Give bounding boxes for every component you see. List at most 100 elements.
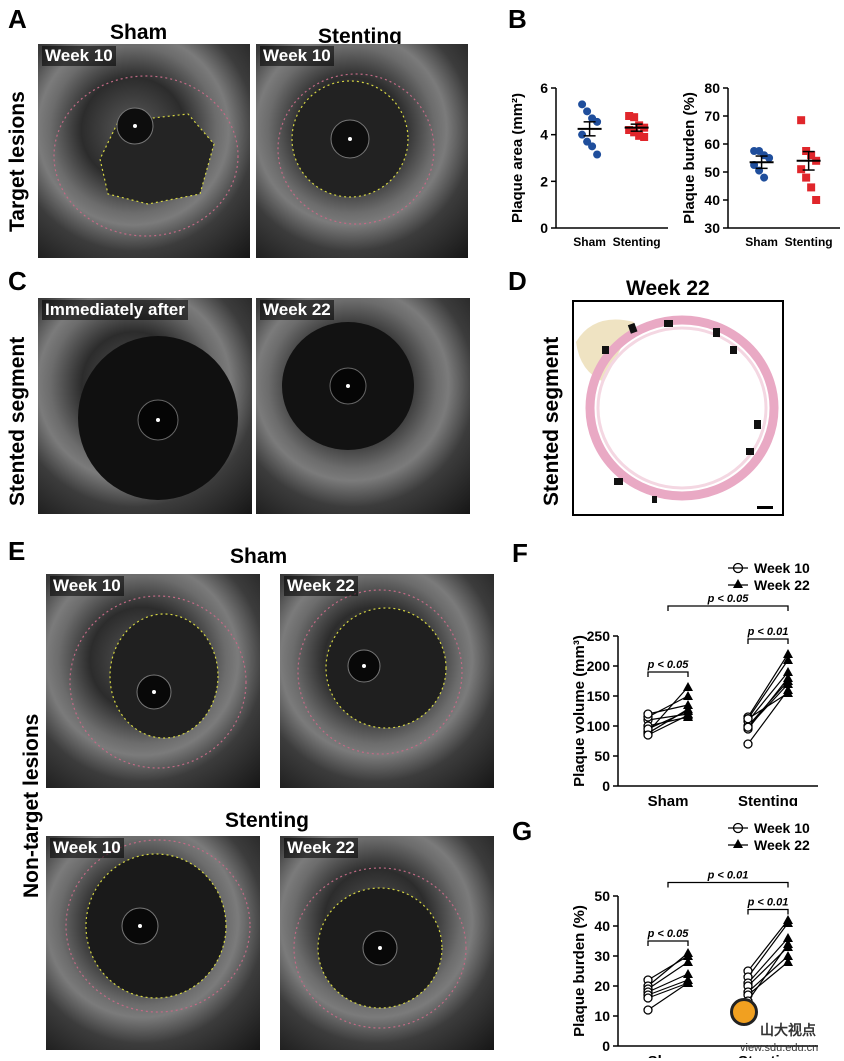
data-point: [807, 151, 816, 160]
legend-label-week-10: Week 10: [754, 560, 810, 576]
pair-line: [747, 671, 789, 722]
pair-line: [647, 695, 689, 718]
ivus-overlay: [69, 595, 247, 769]
pair-line: [747, 683, 789, 728]
data-point: [783, 667, 793, 676]
ivus-tag: Week 10: [50, 838, 124, 858]
data-point: [625, 126, 634, 134]
significance-label: p < 0.01: [747, 897, 789, 909]
panel-e-side-label: Non-target lesions: [20, 713, 43, 898]
ivus-overlay: [293, 867, 467, 1029]
data-point: [783, 655, 793, 664]
data-point: [583, 137, 592, 146]
pair-line: [747, 653, 789, 718]
y-tick-label: 0: [602, 778, 610, 794]
y-tick-label: 10: [594, 1008, 610, 1024]
y-tick-label: 200: [587, 658, 611, 674]
data-point: [743, 714, 753, 724]
data-point: [683, 710, 693, 720]
significance-bracket: [747, 908, 789, 915]
data-point: [683, 700, 693, 709]
ivus-image-a-sham: Week 10: [38, 44, 250, 258]
ivus-image-e-stenting-week-10: Week 10: [46, 836, 260, 1050]
legend-marker-week-22: [733, 839, 743, 848]
panel-a-sham-heading: Sham: [110, 21, 168, 44]
data-point: [783, 951, 793, 960]
x-tick-label: Sham: [745, 235, 778, 249]
ivus-image-e-sham-week-22: Week 22: [280, 574, 494, 788]
data-point: [593, 150, 602, 159]
y-tick-label: 250: [587, 628, 611, 644]
data-point: [783, 688, 793, 697]
ivus-overlay: [65, 839, 251, 1013]
ivus-overlay: [277, 73, 435, 225]
data-point: [783, 957, 793, 966]
data-point: [812, 196, 821, 204]
data-point: [683, 978, 693, 987]
panel-e-stenting-heading: Stenting: [225, 809, 309, 832]
significance-label: p < 0.01: [707, 870, 749, 882]
histology-image: [572, 300, 784, 516]
data-point: [797, 116, 806, 125]
chart-plaque-area: 0 2 4 6 Plaque area (mm²) Sham Stenting: [512, 80, 668, 249]
x-tick-label: Sham: [648, 1053, 689, 1058]
data-point: [783, 918, 793, 927]
ivus-tag: Week 22: [260, 300, 334, 320]
ivus-overlay: [78, 336, 238, 500]
ivus-overlay: [282, 322, 414, 450]
ivus-tag: Immediately after: [42, 300, 188, 320]
y-tick-label: 50: [704, 164, 720, 180]
significance-bracket: [647, 940, 689, 946]
data-point: [797, 165, 806, 174]
panel-c-side-label: Stented segment: [6, 336, 29, 506]
y-tick-label: 150: [587, 688, 611, 704]
pair-line: [647, 973, 689, 993]
data-point: [643, 1005, 653, 1015]
data-point: [743, 722, 753, 732]
ivus-image-e-sham-week-10: Week 10: [46, 574, 260, 788]
pair-line: [647, 982, 689, 999]
data-point: [583, 107, 592, 116]
x-tick-label: Stenting: [738, 1053, 798, 1058]
y-tick-label: 0: [602, 1038, 610, 1054]
pair-line: [647, 982, 689, 1011]
pair-line: [647, 714, 689, 736]
y-axis-label: Plaque burden (%): [681, 92, 698, 224]
panel-letter-f: F: [512, 538, 528, 568]
legend-label-week-10: Week 10: [754, 820, 810, 836]
ivus-tag: Week 22: [284, 576, 358, 596]
ivus-overlay: [297, 589, 463, 755]
pair-line: [747, 919, 789, 972]
data-point: [683, 969, 693, 978]
ivus-tag: Week 22: [284, 838, 358, 858]
y-tick-label: 2: [540, 173, 548, 189]
y-tick-label: 30: [704, 220, 720, 236]
data-point: [783, 673, 793, 682]
data-point: [765, 154, 774, 162]
ivus-image-c-week-22: Week 22: [256, 298, 470, 514]
data-point: [625, 112, 634, 120]
y-tick-label: 50: [594, 888, 610, 904]
data-point: [643, 730, 653, 740]
data-point: [640, 133, 649, 141]
significance-bracket: [647, 671, 689, 677]
x-tick-label: Stenting: [785, 235, 833, 249]
y-tick-label: 60: [704, 136, 720, 152]
y-tick-label: 100: [587, 718, 611, 734]
pair-line: [747, 961, 789, 996]
y-tick-label: 20: [594, 978, 610, 994]
data-point: [683, 948, 693, 957]
panel-letter-d: D: [508, 266, 527, 296]
data-point: [743, 739, 753, 749]
data-point: [588, 142, 597, 151]
data-point: [578, 100, 587, 109]
y-tick-label: 30: [594, 948, 610, 964]
x-tick-label: Stenting: [613, 235, 661, 249]
panel-a-side-label: Target lesions: [6, 91, 29, 232]
pair-line: [747, 689, 789, 745]
data-point: [783, 649, 793, 658]
legend-label-week-22: Week 22: [754, 837, 810, 853]
y-tick-label: 4: [540, 127, 548, 143]
data-point: [807, 183, 816, 192]
pair-line: [647, 955, 689, 981]
